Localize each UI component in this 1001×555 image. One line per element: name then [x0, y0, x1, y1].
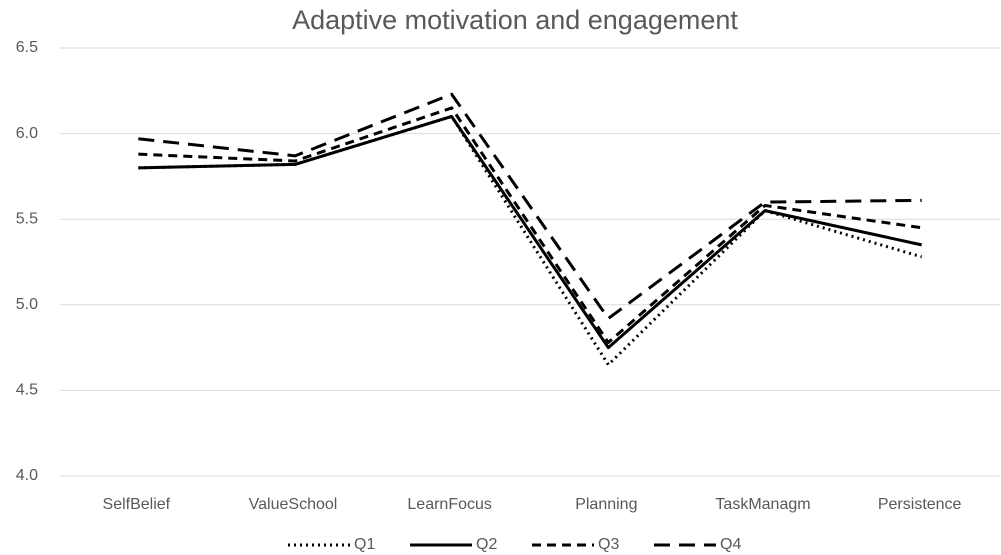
y-tick-label: 5.5 — [16, 210, 38, 227]
y-tick-label: 5.0 — [16, 296, 38, 313]
x-tick-label: ValueSchool — [249, 496, 338, 513]
y-tick-label: 6.5 — [16, 39, 38, 56]
legend-label: Q4 — [720, 536, 741, 553]
y-tick-label: 4.0 — [16, 467, 38, 484]
x-tick-label: Persistence — [878, 496, 962, 513]
legend-label: Q3 — [598, 536, 619, 553]
legend-label: Q1 — [354, 536, 375, 553]
x-tick-label: Planning — [575, 496, 637, 513]
series-line — [138, 92, 922, 320]
x-tick-label: SelfBelief — [103, 496, 171, 513]
series-line — [138, 106, 922, 344]
legend-label: Q2 — [476, 536, 497, 553]
x-tick-label: TaskManagm — [715, 496, 810, 513]
y-tick-label: 4.5 — [16, 382, 38, 399]
y-tick-label: 6.0 — [16, 125, 38, 142]
series-line — [138, 114, 923, 367]
series-line — [138, 114, 922, 350]
x-tick-label: LearnFocus — [407, 496, 492, 513]
chart-title: Adaptive motivation and engagement — [292, 5, 738, 35]
